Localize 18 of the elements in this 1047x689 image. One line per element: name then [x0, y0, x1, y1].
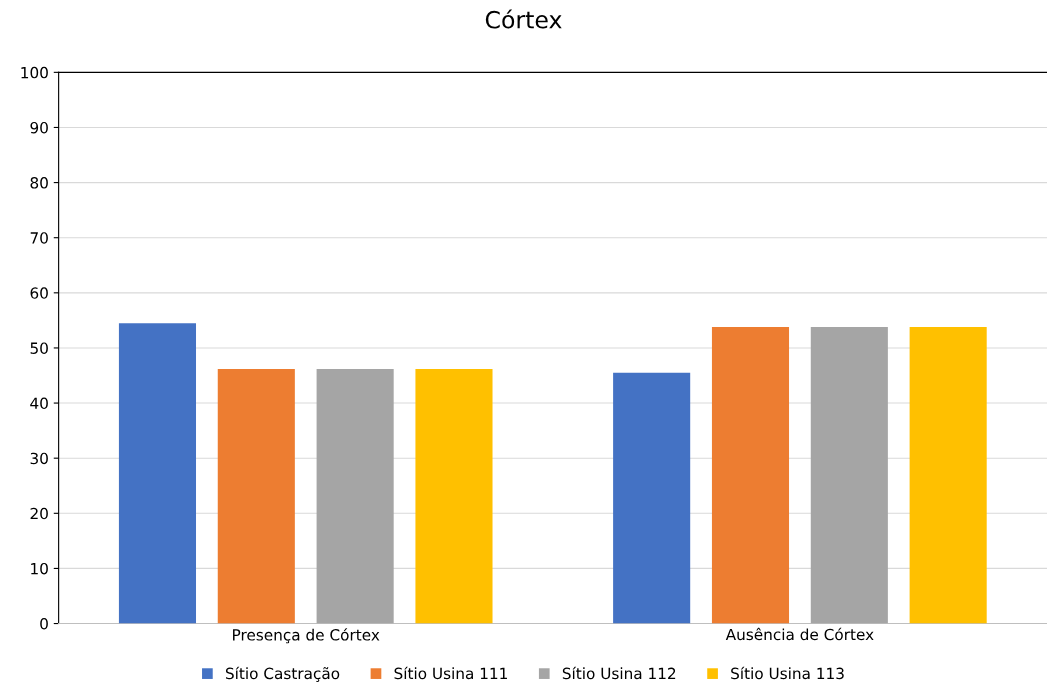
legend-label: Sítio Castração: [225, 666, 340, 682]
x-tick-label: Ausência de Córtex: [725, 627, 874, 641]
y-tick-label: 0: [40, 618, 48, 630]
y-tick-label: 30: [30, 452, 48, 465]
legend-label: Sítio Usina 112: [562, 666, 676, 680]
y-tick-label: 50: [30, 342, 48, 354]
y-tick-label: 70: [30, 232, 48, 244]
legend-label: Sítio Usina 113: [731, 666, 844, 680]
x-tick-label: Presença de Córtex: [233, 628, 380, 644]
y-tick-label: 90: [30, 121, 48, 134]
y-tick-label: 60: [30, 287, 48, 299]
y-tick-label: 40: [30, 397, 48, 410]
y-tick-label: 20: [30, 507, 48, 520]
legend-label: Sítio Usina 111: [394, 666, 507, 680]
y-tick-label: 100: [21, 66, 48, 79]
chart-title: Córtex: [485, 9, 562, 29]
y-tick-label: 10: [31, 562, 48, 575]
y-tick-label: 80: [30, 177, 48, 189]
